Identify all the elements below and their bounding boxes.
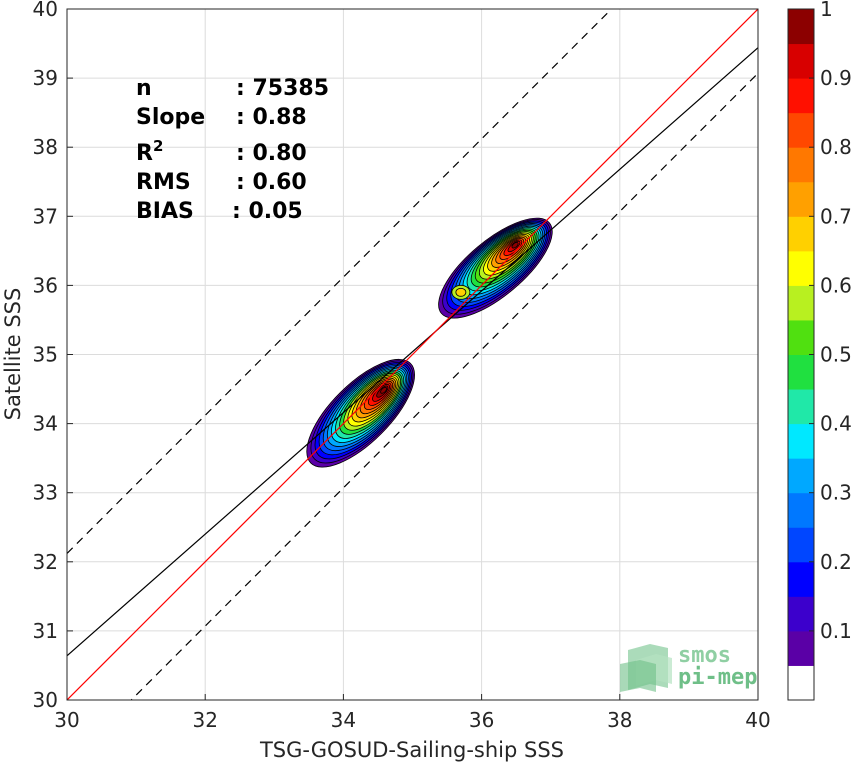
y-tick-label: 35	[33, 343, 58, 367]
x-tick-label: 34	[331, 708, 356, 732]
density-secondary-peak	[451, 284, 471, 300]
y-tick-label: 33	[33, 481, 58, 505]
stats-box: n : 75385 Slope : 0.88 R2 : 0.80 RMS : 0.60 BIAS…	[136, 76, 329, 224]
colorbar-tick-label: 0.5	[820, 343, 852, 367]
stat-value: : 75385	[236, 76, 329, 101]
colorbar-segment	[788, 78, 814, 114]
colorbar-segment	[788, 285, 814, 321]
colorbar-tick-label: 0.4	[820, 412, 852, 436]
colorbar-segment	[788, 630, 814, 666]
contour-level	[455, 287, 467, 297]
colorbar-segment	[788, 216, 814, 252]
colorbar-tick-label: 0.2	[820, 550, 852, 574]
lower-bound-dashed-line	[130, 72, 758, 700]
colorbar-segment	[788, 9, 814, 45]
colorbar-segment	[788, 596, 814, 632]
colorbar-segment	[788, 43, 814, 79]
y-axis-label: Satellite SSS	[1, 288, 25, 421]
y-tick-label: 40	[33, 0, 58, 21]
logo-line1: smos	[678, 643, 731, 668]
identity-line	[67, 9, 758, 700]
x-tick-label: 38	[607, 708, 632, 732]
stat-value: : 0.88	[236, 105, 307, 130]
grid-lines	[66, 8, 759, 701]
contour-level	[380, 386, 387, 394]
stat-label: R2	[136, 137, 163, 166]
x-tick-labels: 30 32 34 36 38 40	[54, 694, 771, 732]
x-tick-label: 32	[192, 708, 217, 732]
colorbar-segment	[788, 492, 814, 528]
reference-lines	[67, 9, 758, 700]
stat-label: BIAS	[136, 199, 194, 224]
x-tick-label: 30	[54, 708, 79, 732]
colorbar-segment	[788, 250, 814, 286]
x-tick-label: 40	[745, 708, 770, 732]
colorbar: 0.1 0.2 0.3 0.4 0.5 0.6 0.7 0.8 0.9 1	[787, 0, 852, 701]
y-tick-label: 32	[33, 550, 58, 574]
y-tick-label: 36	[33, 273, 58, 297]
colorbar-segment	[788, 527, 814, 563]
colorbar-tick-label: 0.3	[820, 481, 852, 505]
density-blob-lower	[306, 358, 415, 468]
stat-value: : 0.60	[236, 170, 307, 195]
y-tick-label: 31	[33, 619, 58, 643]
colorbar-segment	[788, 354, 814, 390]
regression-line	[67, 47, 758, 657]
y-tick-label: 39	[33, 66, 58, 90]
stat-value: : 0.05	[232, 199, 303, 224]
y-tick-label: 30	[33, 688, 58, 712]
colorbar-tick-label: 0.8	[820, 135, 852, 159]
y-tick-labels: 30 31 32 33 34 35 36 37 38 39 40	[33, 0, 73, 712]
x-tick-label: 36	[469, 708, 494, 732]
smos-pi-mep-logo: smos pi-mep	[620, 643, 757, 692]
y-tick-label: 34	[33, 412, 58, 436]
colorbar-tick-label: 0.6	[820, 273, 852, 297]
colorbar-segment	[788, 147, 814, 183]
colorbar-segment	[788, 561, 814, 597]
colorbar-segment	[788, 423, 814, 459]
logo-line2: pi-mep	[678, 665, 757, 690]
colorbar-segment	[788, 319, 814, 355]
colorbar-segment	[788, 112, 814, 148]
colorbar-segment	[788, 389, 814, 425]
stat-label: n	[136, 76, 152, 101]
colorbar-segment	[788, 665, 814, 701]
colorbar-tick-label: 0.1	[820, 619, 852, 643]
colorbar-tick-label: 0.9	[820, 66, 852, 90]
x-axis-label: TSG-GOSUD-Sailing-ship SSS	[259, 738, 564, 762]
colorbar-tick-label: 0.7	[820, 204, 852, 228]
y-tick-label: 38	[33, 135, 58, 159]
stat-value: : 0.80	[236, 141, 307, 166]
colorbar-segment	[788, 458, 814, 494]
y-tick-label: 37	[33, 204, 58, 228]
stat-label: Slope	[136, 105, 205, 130]
colorbar-tick-label: 1	[820, 0, 833, 21]
contour-level	[511, 241, 519, 249]
colorbar-segment	[788, 181, 814, 217]
stat-label: RMS	[136, 170, 191, 195]
